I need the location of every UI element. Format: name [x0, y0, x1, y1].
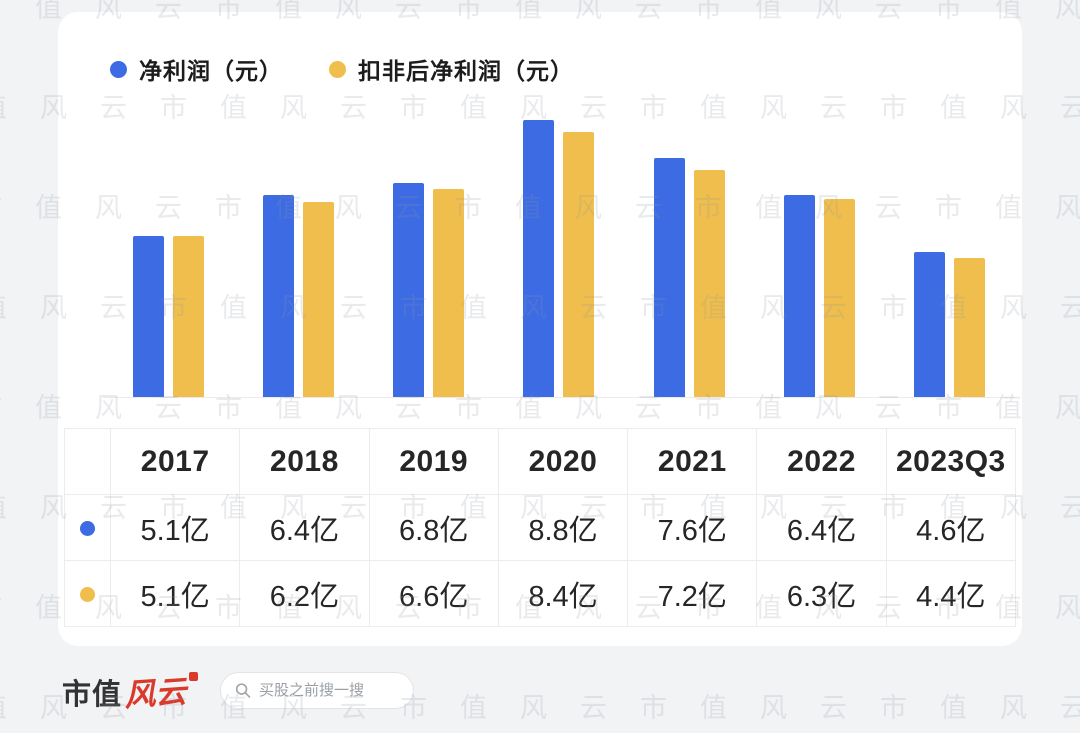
series-dot-icon: [80, 586, 95, 602]
bar: [433, 189, 465, 397]
bar-group-2019: [393, 183, 465, 397]
table-value-cell: 5.1亿: [109, 494, 241, 561]
table-value-cell: 7.2亿: [627, 560, 758, 627]
table-value-cell: 8.8亿: [497, 494, 629, 561]
bar: [954, 258, 986, 397]
table-value-cell: 7.6亿: [627, 494, 758, 561]
table-row: 5.1亿 6.4亿 6.8亿 8.8亿 7.6亿 6.4亿 4.6亿: [64, 494, 1017, 561]
bar: [393, 183, 425, 397]
footer-bar: 市值 风云: [0, 648, 1080, 733]
search-icon: [235, 683, 251, 698]
table-value-cell: 6.4亿: [756, 494, 887, 561]
search-input[interactable]: [259, 682, 400, 699]
table-value-cell: 4.4亿: [885, 560, 1017, 627]
table-header-cell: 2017: [109, 428, 241, 495]
bar: [784, 195, 816, 397]
logo-text-red: 风云: [123, 673, 188, 714]
logo-text-black: 市值: [62, 679, 123, 711]
chart-card: 净利润（元） 扣非后净利润（元） 2017 2018 2019 2020 2021 202…: [58, 12, 1022, 646]
search-bar[interactable]: [220, 672, 415, 709]
table-header-cell: 2020: [497, 428, 629, 495]
table-row: 5.1亿 6.2亿 6.6亿 8.4亿 7.2亿 6.3亿 4.4亿: [64, 560, 1017, 627]
table-header-row: 2017 2018 2019 2020 2021 2022 2023Q3: [64, 428, 1017, 495]
bar: [653, 158, 685, 397]
series-dot-icon: [80, 520, 95, 536]
legend-item-net-profit: 净利润（元）: [110, 52, 283, 86]
table-value-cell: 6.6亿: [368, 560, 499, 627]
logo-seal-icon: [189, 672, 199, 681]
table-header-empty-cell: [64, 428, 111, 495]
bar: [523, 120, 555, 397]
legend-label: 扣非后净利润（元）: [358, 58, 574, 84]
table-header-cell: 2023Q3: [885, 428, 1017, 495]
table-value-cell: 6.4亿: [239, 494, 370, 561]
legend-label: 净利润（元）: [139, 58, 283, 84]
bar: [824, 199, 856, 397]
bar: [693, 170, 725, 397]
bar: [132, 236, 164, 397]
legend: 净利润（元） 扣非后净利润（元）: [110, 52, 574, 86]
bar-group-2020: [523, 120, 595, 397]
bar: [302, 202, 334, 397]
brand-logo: 市值 风云: [62, 668, 199, 714]
bar: [172, 236, 204, 397]
bar-group-2017: [132, 236, 204, 397]
bar: [262, 195, 294, 397]
table-value-cell: 6.8亿: [368, 494, 499, 561]
yellow-dot-icon: [329, 60, 346, 78]
legend-item-deducted-net-profit: 扣非后净利润（元）: [329, 52, 574, 86]
series-dot-cell: [64, 560, 111, 627]
bar-group-2021: [653, 158, 725, 397]
bar-group-2023Q3: [914, 252, 986, 397]
data-table: 2017 2018 2019 2020 2021 2022 2023Q3 5.1亿 6.4亿 6…: [64, 428, 1017, 627]
bar-group-2022: [784, 195, 856, 397]
table-header-cell: 2019: [368, 428, 499, 495]
table-value-cell: 4.6亿: [885, 494, 1017, 561]
table-value-cell: 6.3亿: [756, 560, 887, 627]
bar: [914, 252, 946, 397]
table-body: 5.1亿 6.4亿 6.8亿 8.8亿 7.6亿 6.4亿 4.6亿 5.1亿 6.2亿 6.6亿…: [64, 494, 1017, 627]
bar: [563, 132, 595, 397]
blue-dot-icon: [110, 60, 127, 78]
series-dot-cell: [64, 494, 111, 561]
table-header-cell: 2022: [756, 428, 887, 495]
table-header-cell: 2021: [627, 428, 758, 495]
data-table-wrap: 2017 2018 2019 2020 2021 2022 2023Q3 5.1亿 6.4亿 6…: [64, 428, 1017, 627]
table-value-cell: 8.4亿: [497, 560, 629, 627]
table-header-cell: 2018: [239, 428, 370, 495]
table-value-cell: 6.2亿: [239, 560, 370, 627]
bar-chart: [103, 94, 1015, 398]
bar-group-2018: [262, 195, 334, 397]
table-value-cell: 5.1亿: [109, 560, 241, 627]
